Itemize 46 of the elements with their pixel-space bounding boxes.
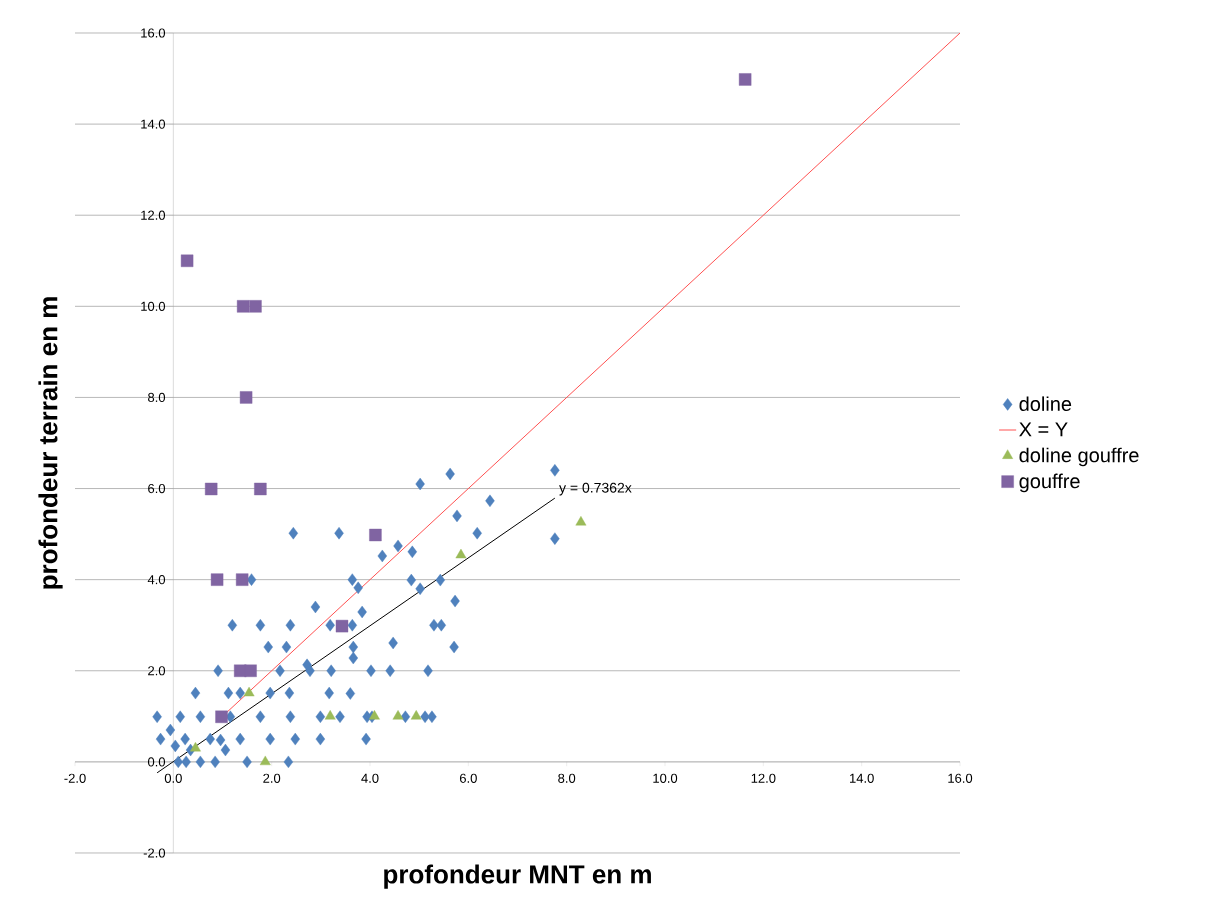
y-tick-label: 16.0 — [141, 28, 166, 38]
x-tick-label: -2.0 — [64, 773, 86, 783]
point — [235, 573, 249, 586]
y-tick-label: -2.0 — [143, 848, 166, 858]
annotation: y = 0.7362x — [559, 482, 632, 496]
point — [410, 710, 422, 720]
point — [249, 300, 262, 313]
y-tick-label: 6.0 — [148, 483, 166, 494]
point — [210, 573, 224, 586]
point — [455, 548, 467, 559]
point — [180, 254, 194, 267]
y-tick-label: 14.0 — [141, 119, 166, 129]
legend-label: X = Y — [1019, 422, 1068, 437]
point — [259, 755, 271, 766]
y-tick-label: 0.0 — [147, 757, 166, 767]
x-tick-label: 16.0 — [948, 773, 973, 783]
point — [575, 516, 587, 526]
point — [738, 73, 752, 86]
x-tick-label: 10.0 — [653, 773, 678, 783]
point — [215, 710, 228, 723]
legend-label: gouffre — [1019, 473, 1080, 493]
point — [324, 710, 336, 720]
point — [369, 528, 382, 542]
x-tick-label: 8.0 — [558, 773, 576, 783]
point — [244, 664, 257, 677]
point — [254, 482, 267, 496]
y-tick-label: 2.0 — [148, 666, 166, 676]
x-tick-label: 6.0 — [459, 773, 477, 783]
x-tick-label: 12.0 — [751, 773, 776, 783]
x-tick-label: 4.0 — [361, 773, 379, 783]
y-tick-label: 10.0 — [141, 301, 166, 311]
point — [243, 686, 255, 697]
x-axis-title: profondeur MNT en m — [384, 864, 651, 889]
x-tick-label: 0.0 — [164, 773, 182, 783]
y-tick-label: 4.0 — [147, 575, 166, 585]
legend-label: doline — [1019, 396, 1072, 412]
point — [239, 391, 253, 404]
point — [205, 482, 218, 496]
y-axis-title: profondeur terrain en m — [38, 297, 63, 589]
x-tick-label: 14.0 — [850, 773, 874, 783]
y-tick-label: 8.0 — [148, 392, 166, 403]
x-tick-label: 2.0 — [263, 773, 281, 783]
legend-label: doline gouffre — [1019, 447, 1139, 467]
y-tick-label: 12.0 — [141, 210, 166, 220]
point — [335, 619, 349, 633]
point — [236, 300, 250, 313]
